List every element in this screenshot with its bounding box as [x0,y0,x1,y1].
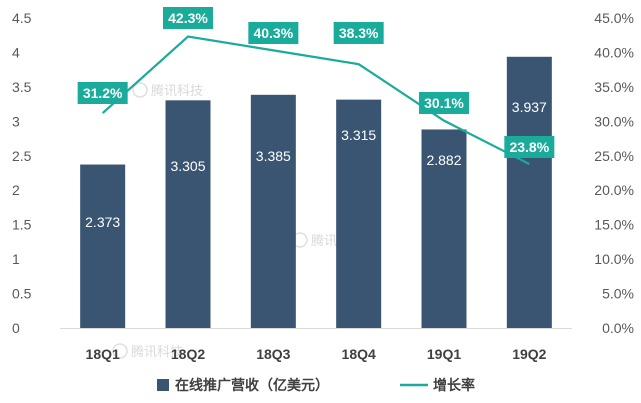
right-tick-label: 5.0% [602,286,634,302]
bar-18Q1 [80,164,126,328]
growth-value-label: 30.1% [424,95,464,111]
watermark-logo: 腾讯科技 [112,343,183,359]
growth-label-18Q4: 38.3% [333,22,384,44]
growth-value-label: 31.2% [83,85,123,101]
growth-label-19Q1: 30.1% [419,92,469,114]
growth-label-box [248,22,299,44]
legend-bar-swatch [157,379,169,391]
growth-value-label: 23.8% [509,139,549,155]
growth-value-label: 40.3% [253,25,293,41]
right-tick-label: 10.0% [594,251,634,267]
right-tick-label: 45.0% [594,10,634,26]
right-tick-label: 40.0% [594,44,634,60]
right-tick-label: 15.0% [594,217,634,233]
right-tick-label: 30.0% [594,113,634,129]
growth-label-18Q3: 40.3% [248,22,299,44]
left-tick-label: 1 [12,251,20,267]
bar-18Q2 [165,100,211,328]
bar-19Q1 [421,129,467,328]
left-tick-label: 2 [12,182,20,198]
bar-series [80,56,552,328]
line-labels: 31.2% 42.3% 40.3% 38.3% 30.1% 23.8% [77,7,555,158]
category-label: 19Q2 [512,346,546,362]
watermark-logo: 腾讯科技 [132,82,203,98]
right-tick-label: 35.0% [594,79,634,95]
bar-value-label: 3.937 [512,99,547,115]
watermark-icon [112,343,128,359]
right-tick-label: 0.0% [602,320,634,336]
bar-value-label: 2.373 [85,214,120,230]
left-tick-label: 0.5 [12,286,32,302]
bar-value-label: 3.385 [256,148,291,164]
bar-18Q4 [336,99,382,328]
growth-label-box [163,7,213,29]
category-label: 18Q1 [86,346,120,362]
growth-value-label: 42.3% [168,10,208,26]
bar-labels: 2.373 3.305 3.385 3.315 2.882 3.937 [85,99,547,230]
growth-line [101,35,530,166]
legend: 在线推广营收（亿美元） 增长率 [157,377,475,393]
right-axis-ticks: 0.0% 5.0% 10.0% 15.0% 20.0% 25.0% 30.0% 35.0% 40… [594,10,634,336]
right-tick-label: 20.0% [594,182,634,198]
left-tick-label: 1.5 [12,217,32,233]
legend-bar-label: 在线推广营收（亿美元） [175,377,329,393]
bar-18Q3 [250,94,296,328]
left-tick-label: 2.5 [12,148,32,164]
watermark-text: 腾讯科技 [131,344,183,359]
category-label: 18Q3 [256,346,290,362]
left-tick-label: 4.5 [12,10,32,26]
left-tick-label: 4 [12,44,20,60]
growth-label-box [419,92,469,114]
watermark-text: 腾讯科技 [151,83,203,98]
legend-line-label: 增长率 [433,377,475,393]
category-label: 18Q4 [342,346,376,362]
growth-label-box [504,136,555,158]
category-label: 18Q2 [171,346,205,362]
growth-value-label: 38.3% [339,25,379,41]
bar-value-label: 3.305 [170,158,205,174]
category-label: 19Q1 [427,346,461,362]
growth-label-box [77,82,128,104]
left-tick-label: 0 [12,320,20,336]
left-tick-label: 3.5 [12,79,32,95]
bar-19Q2 [506,56,552,328]
watermarks: 腾讯科技腾讯科技腾讯科技 [112,82,363,359]
left-axis-ticks: 0 0.5 1 1.5 2 2.5 3 3.5 4 4.5 [12,10,32,336]
left-tick-label: 3 [12,113,20,129]
watermark-icon [132,82,148,98]
right-tick-label: 25.0% [594,148,634,164]
bar-value-label: 2.882 [426,152,461,168]
growth-label-18Q1: 31.2% [77,82,128,104]
bar-value-label: 3.315 [341,127,376,143]
growth-label-box [333,22,384,44]
growth-label-19Q2: 23.8% [504,136,555,158]
growth-label-18Q2: 42.3% [163,7,213,29]
category-labels: 18Q1 18Q2 18Q3 18Q4 19Q1 19Q2 [86,346,547,362]
